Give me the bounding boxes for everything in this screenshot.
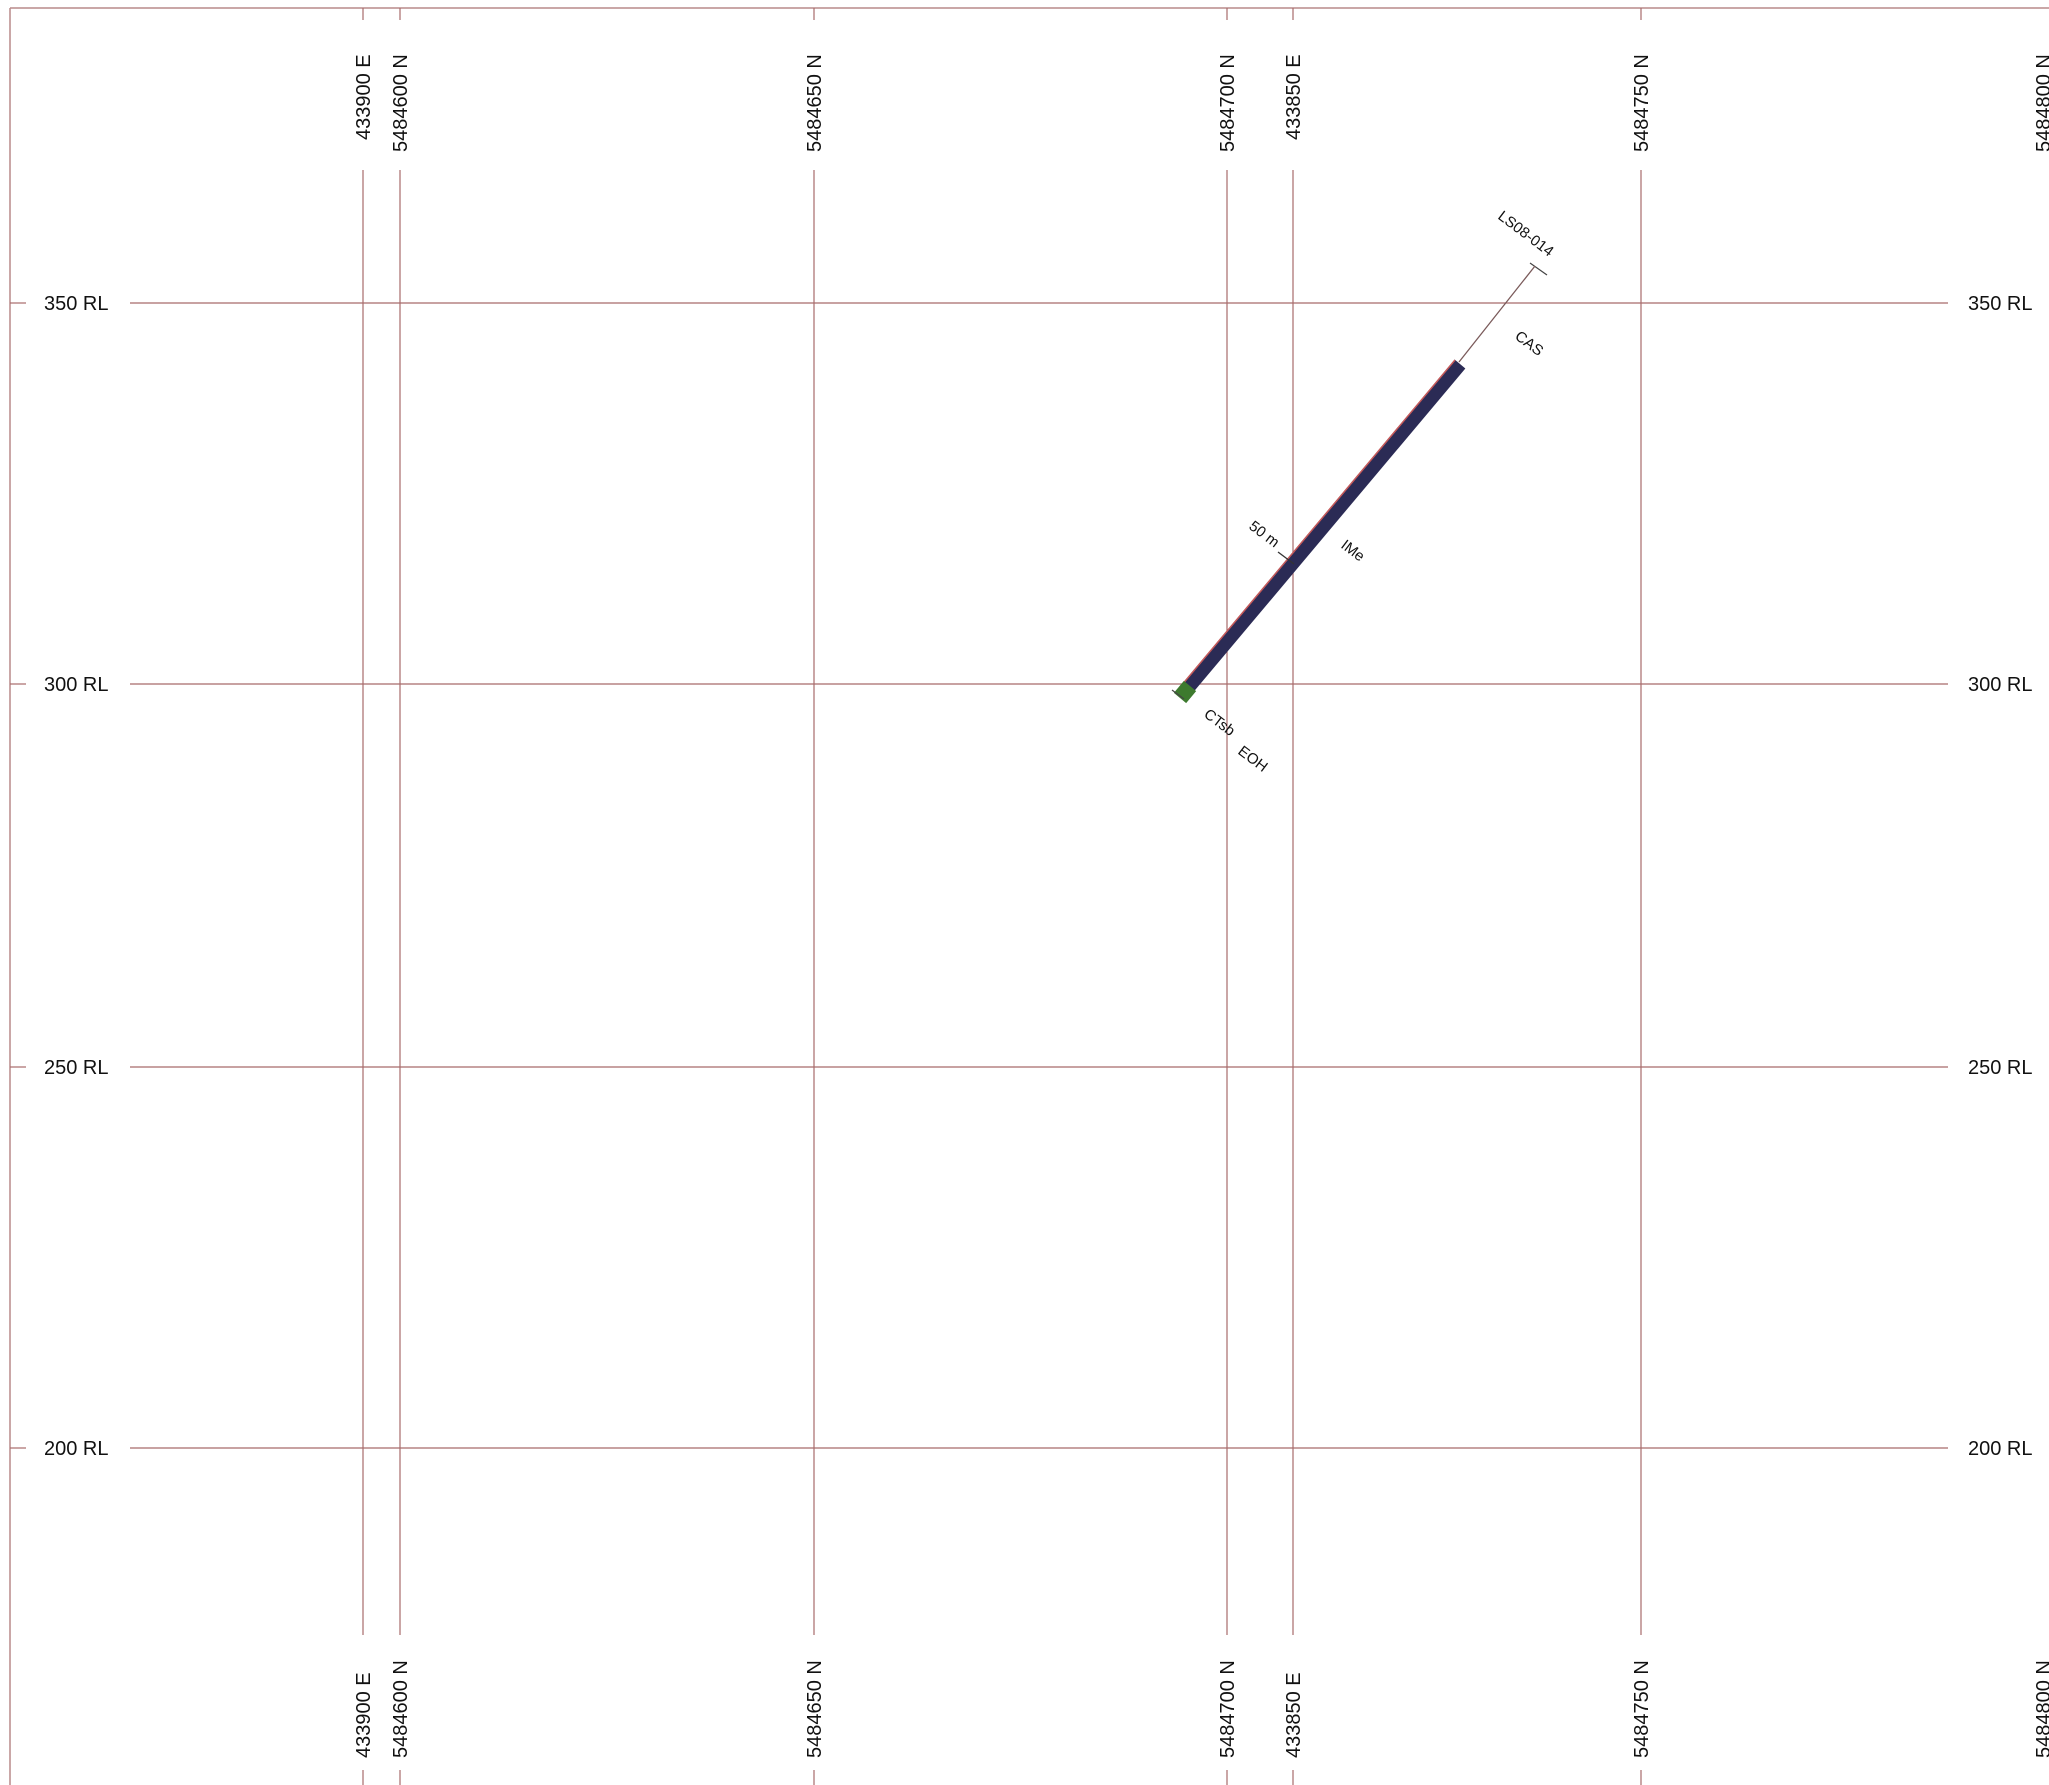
rl-labels-left: 350 RL 300 RL 250 RL 200 RL bbox=[44, 293, 109, 1460]
interval-ime-bar bbox=[1180, 359, 1466, 695]
vlabel-433900e-bottom: 433900 E bbox=[353, 1672, 375, 1758]
rl-label-300-right: 300 RL bbox=[1968, 674, 2033, 696]
drillhole-name-label: LS08-014 bbox=[1495, 208, 1557, 261]
vertical-grid-lines bbox=[362, 8, 1642, 1785]
rl-label-200-right: 200 RL bbox=[1968, 1438, 2033, 1460]
rl-grid-lines bbox=[10, 302, 1948, 1449]
vlabel-5484750n-bottom: 5484750 N bbox=[1631, 1660, 1653, 1758]
vlabel-5484650n-top: 5484650 N bbox=[804, 54, 826, 152]
interval-ctsb-bar bbox=[1173, 680, 1197, 704]
rl-label-300-left: 300 RL bbox=[44, 674, 109, 696]
drillhole-ls08-014[interactable] bbox=[1171, 262, 1548, 704]
vlabel-5484800n-bottom: 5484800 N bbox=[2033, 1660, 2049, 1758]
vlabel-5484650n-bottom: 5484650 N bbox=[804, 1660, 826, 1758]
vlabel-5484700n-top: 5484700 N bbox=[1217, 54, 1239, 152]
vertical-labels-bottom: 433900 E 5484600 N 5484650 N 5484700 N 4… bbox=[353, 1660, 2049, 1758]
vlabel-433850e-bottom: 433850 E bbox=[1283, 1672, 1305, 1758]
vertical-labels-top: 433900 E 5484600 N 5484650 N 5484700 N 4… bbox=[353, 54, 2049, 152]
drill-trace-line bbox=[1458, 265, 1536, 363]
interval-label-ime: IMe bbox=[1338, 537, 1368, 566]
vlabel-5484800n-top: 5484800 N bbox=[2033, 54, 2049, 152]
interval-label-cas: CAS bbox=[1512, 328, 1547, 360]
vlabel-433900e-top: 433900 E bbox=[353, 54, 375, 140]
rl-label-250-right: 250 RL bbox=[1968, 1057, 2033, 1079]
eoh-tick bbox=[1171, 689, 1185, 700]
vlabel-5484750n-top: 5484750 N bbox=[1631, 54, 1653, 152]
rl-labels-right: 350 RL 300 RL 250 RL 200 RL bbox=[1968, 293, 2033, 1460]
interval-label-ctsb: CTsb bbox=[1201, 706, 1239, 740]
vlabel-5484700n-bottom: 5484700 N bbox=[1217, 1660, 1239, 1758]
rl-label-350-left: 350 RL bbox=[44, 293, 109, 315]
rl-label-250-left: 250 RL bbox=[44, 1057, 109, 1079]
drillhole-labels: LS08-014 CAS 50 m IMe CTsb EOH bbox=[1201, 208, 1557, 776]
vlabel-5484600n-top: 5484600 N bbox=[390, 54, 412, 152]
label-masks bbox=[350, 20, 1655, 1770]
vlabel-5484600n-bottom: 5484600 N bbox=[390, 1660, 412, 1758]
rl-label-200-left: 200 RL bbox=[44, 1438, 109, 1460]
interval-ime-edge bbox=[1180, 359, 1456, 687]
depth-marker-label: 50 m bbox=[1246, 518, 1283, 552]
vlabel-433850e-top: 433850 E bbox=[1283, 54, 1305, 140]
depth-50m-tick bbox=[1277, 551, 1295, 565]
eoh-label: EOH bbox=[1235, 743, 1271, 776]
rl-label-350-right: 350 RL bbox=[1968, 293, 2033, 315]
collar-tick bbox=[1529, 262, 1548, 276]
